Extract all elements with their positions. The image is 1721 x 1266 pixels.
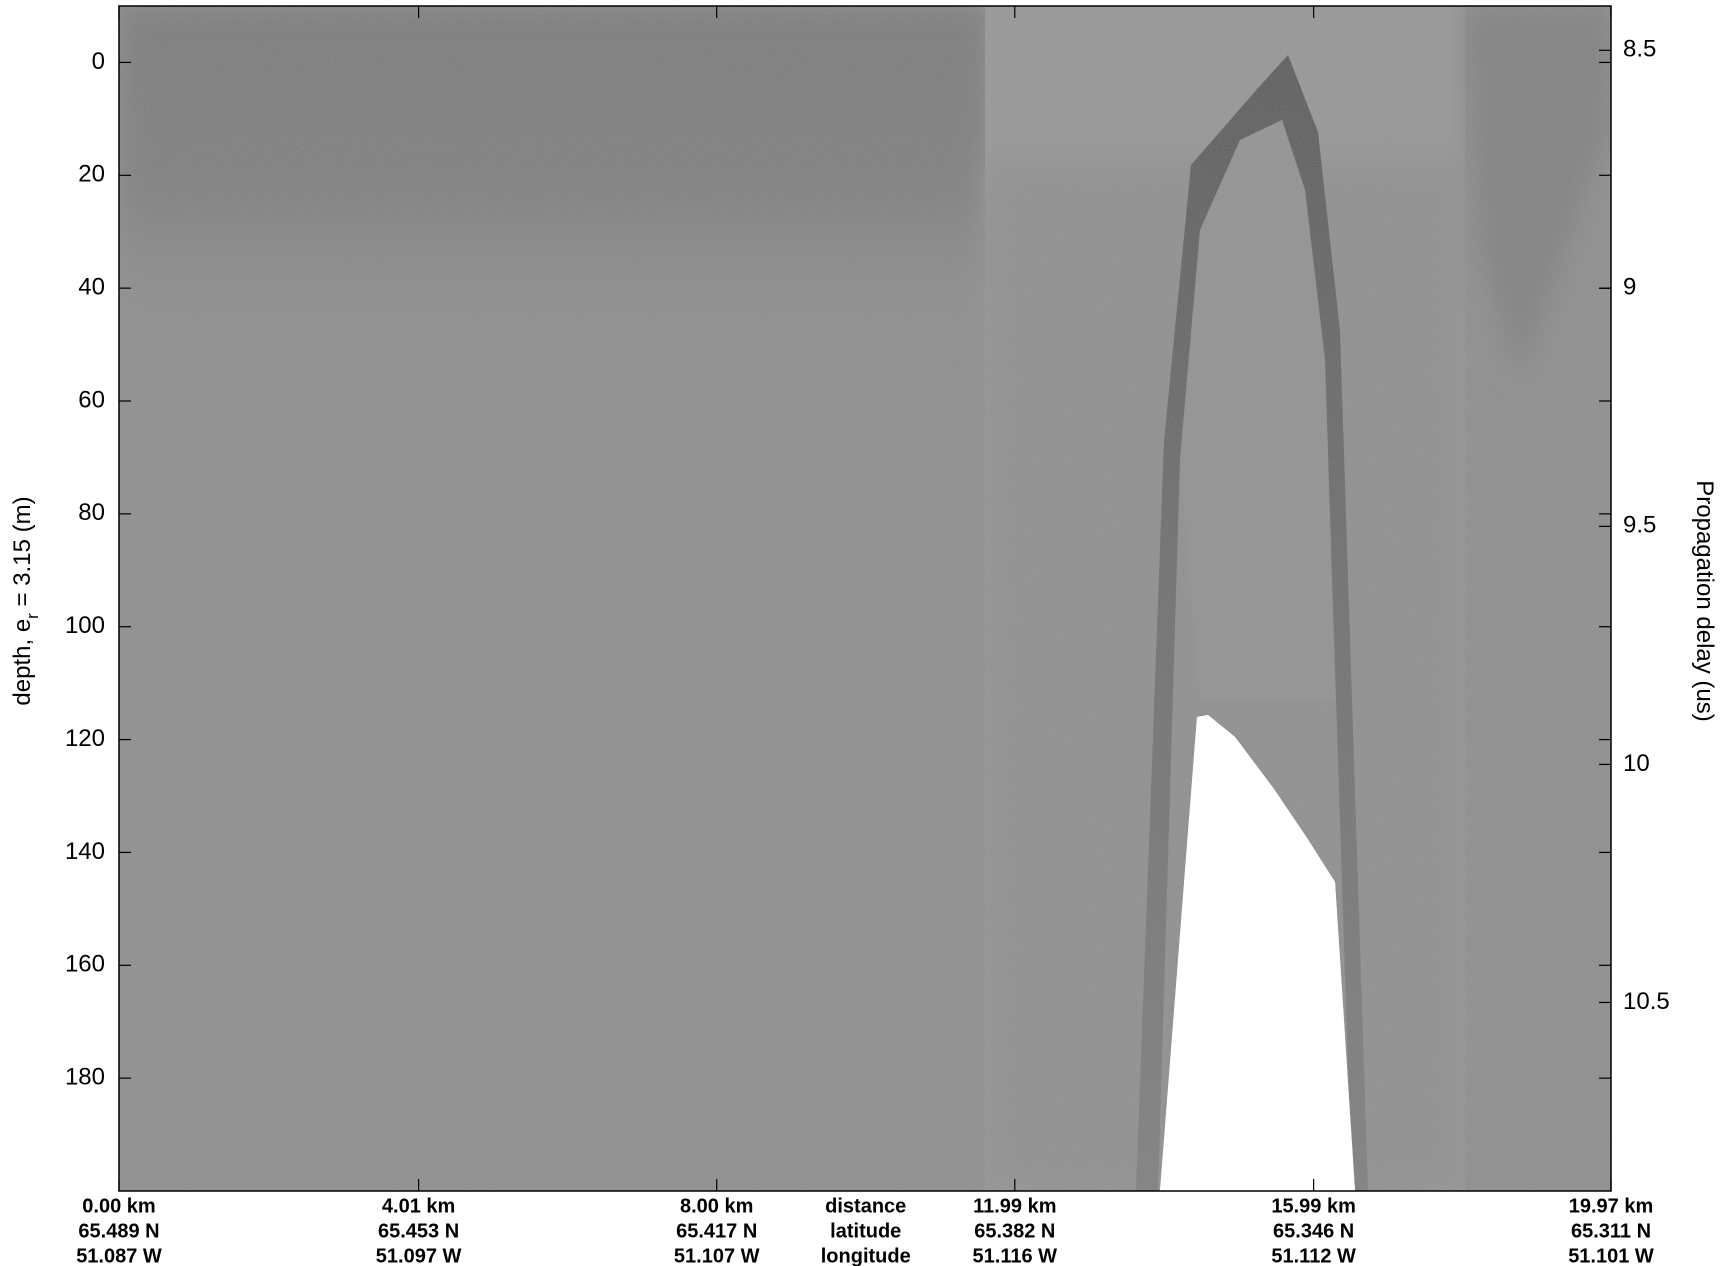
y-tick-label: 140 <box>65 838 105 865</box>
x-tick-label: 11.99 km <box>973 1195 1056 1217</box>
x-tick-label: 4.01 km <box>382 1195 455 1217</box>
longitude-label: 51.116 W <box>973 1245 1058 1266</box>
y2-tick-label: 10 <box>1623 750 1650 777</box>
row-label: longitude <box>821 1245 911 1266</box>
longitude-label: 51.087 W <box>76 1245 162 1266</box>
x-tick-label: 8.00 km <box>680 1195 753 1217</box>
longitude-label: 51.101 W <box>1568 1245 1654 1266</box>
latitude-label: 65.311 N <box>1571 1220 1651 1242</box>
row-label: latitude <box>830 1220 901 1242</box>
y2-tick-label: 9 <box>1623 274 1636 301</box>
y2-tick-label: 10.5 <box>1623 988 1670 1015</box>
longitude-label: 51.097 W <box>376 1245 462 1266</box>
y2-tick-label: 8.5 <box>1623 36 1656 63</box>
y2-axis-label: Propagation delay (us) <box>1691 480 1718 721</box>
longitude-label: 51.112 W <box>1271 1245 1356 1266</box>
y-tick-label: 100 <box>65 612 105 639</box>
x-tick-label: 15.99 km <box>1271 1195 1356 1217</box>
y-axis-label: depth, er = 3.15 (m) <box>9 496 42 705</box>
latitude-label: 65.346 N <box>1273 1220 1354 1242</box>
longitude-label: 51.107 W <box>674 1245 760 1266</box>
y-tick-label: 160 <box>65 951 105 978</box>
row-label: distance <box>825 1195 906 1217</box>
y-tick-label: 80 <box>78 499 105 526</box>
latitude-label: 65.382 N <box>974 1220 1055 1242</box>
y-tick-label: 60 <box>78 386 105 413</box>
latitude-label: 65.417 N <box>676 1220 757 1242</box>
x-tick-label: 0.00 km <box>82 1195 155 1217</box>
y-tick-label: 120 <box>65 725 105 752</box>
plot-frame <box>118 5 1612 1192</box>
y-tick-label: 40 <box>78 273 105 300</box>
y-tick-label: 20 <box>78 161 105 188</box>
latitude-label: 65.489 N <box>78 1220 159 1242</box>
latitude-label: 65.453 N <box>378 1220 459 1242</box>
y-tick-label: 0 <box>92 48 105 75</box>
x-tick-label: 19.97 km <box>1569 1195 1654 1217</box>
radar-image <box>119 6 1611 1191</box>
y2-tick-label: 9.5 <box>1623 512 1656 539</box>
y-tick-label: 180 <box>65 1063 105 1090</box>
